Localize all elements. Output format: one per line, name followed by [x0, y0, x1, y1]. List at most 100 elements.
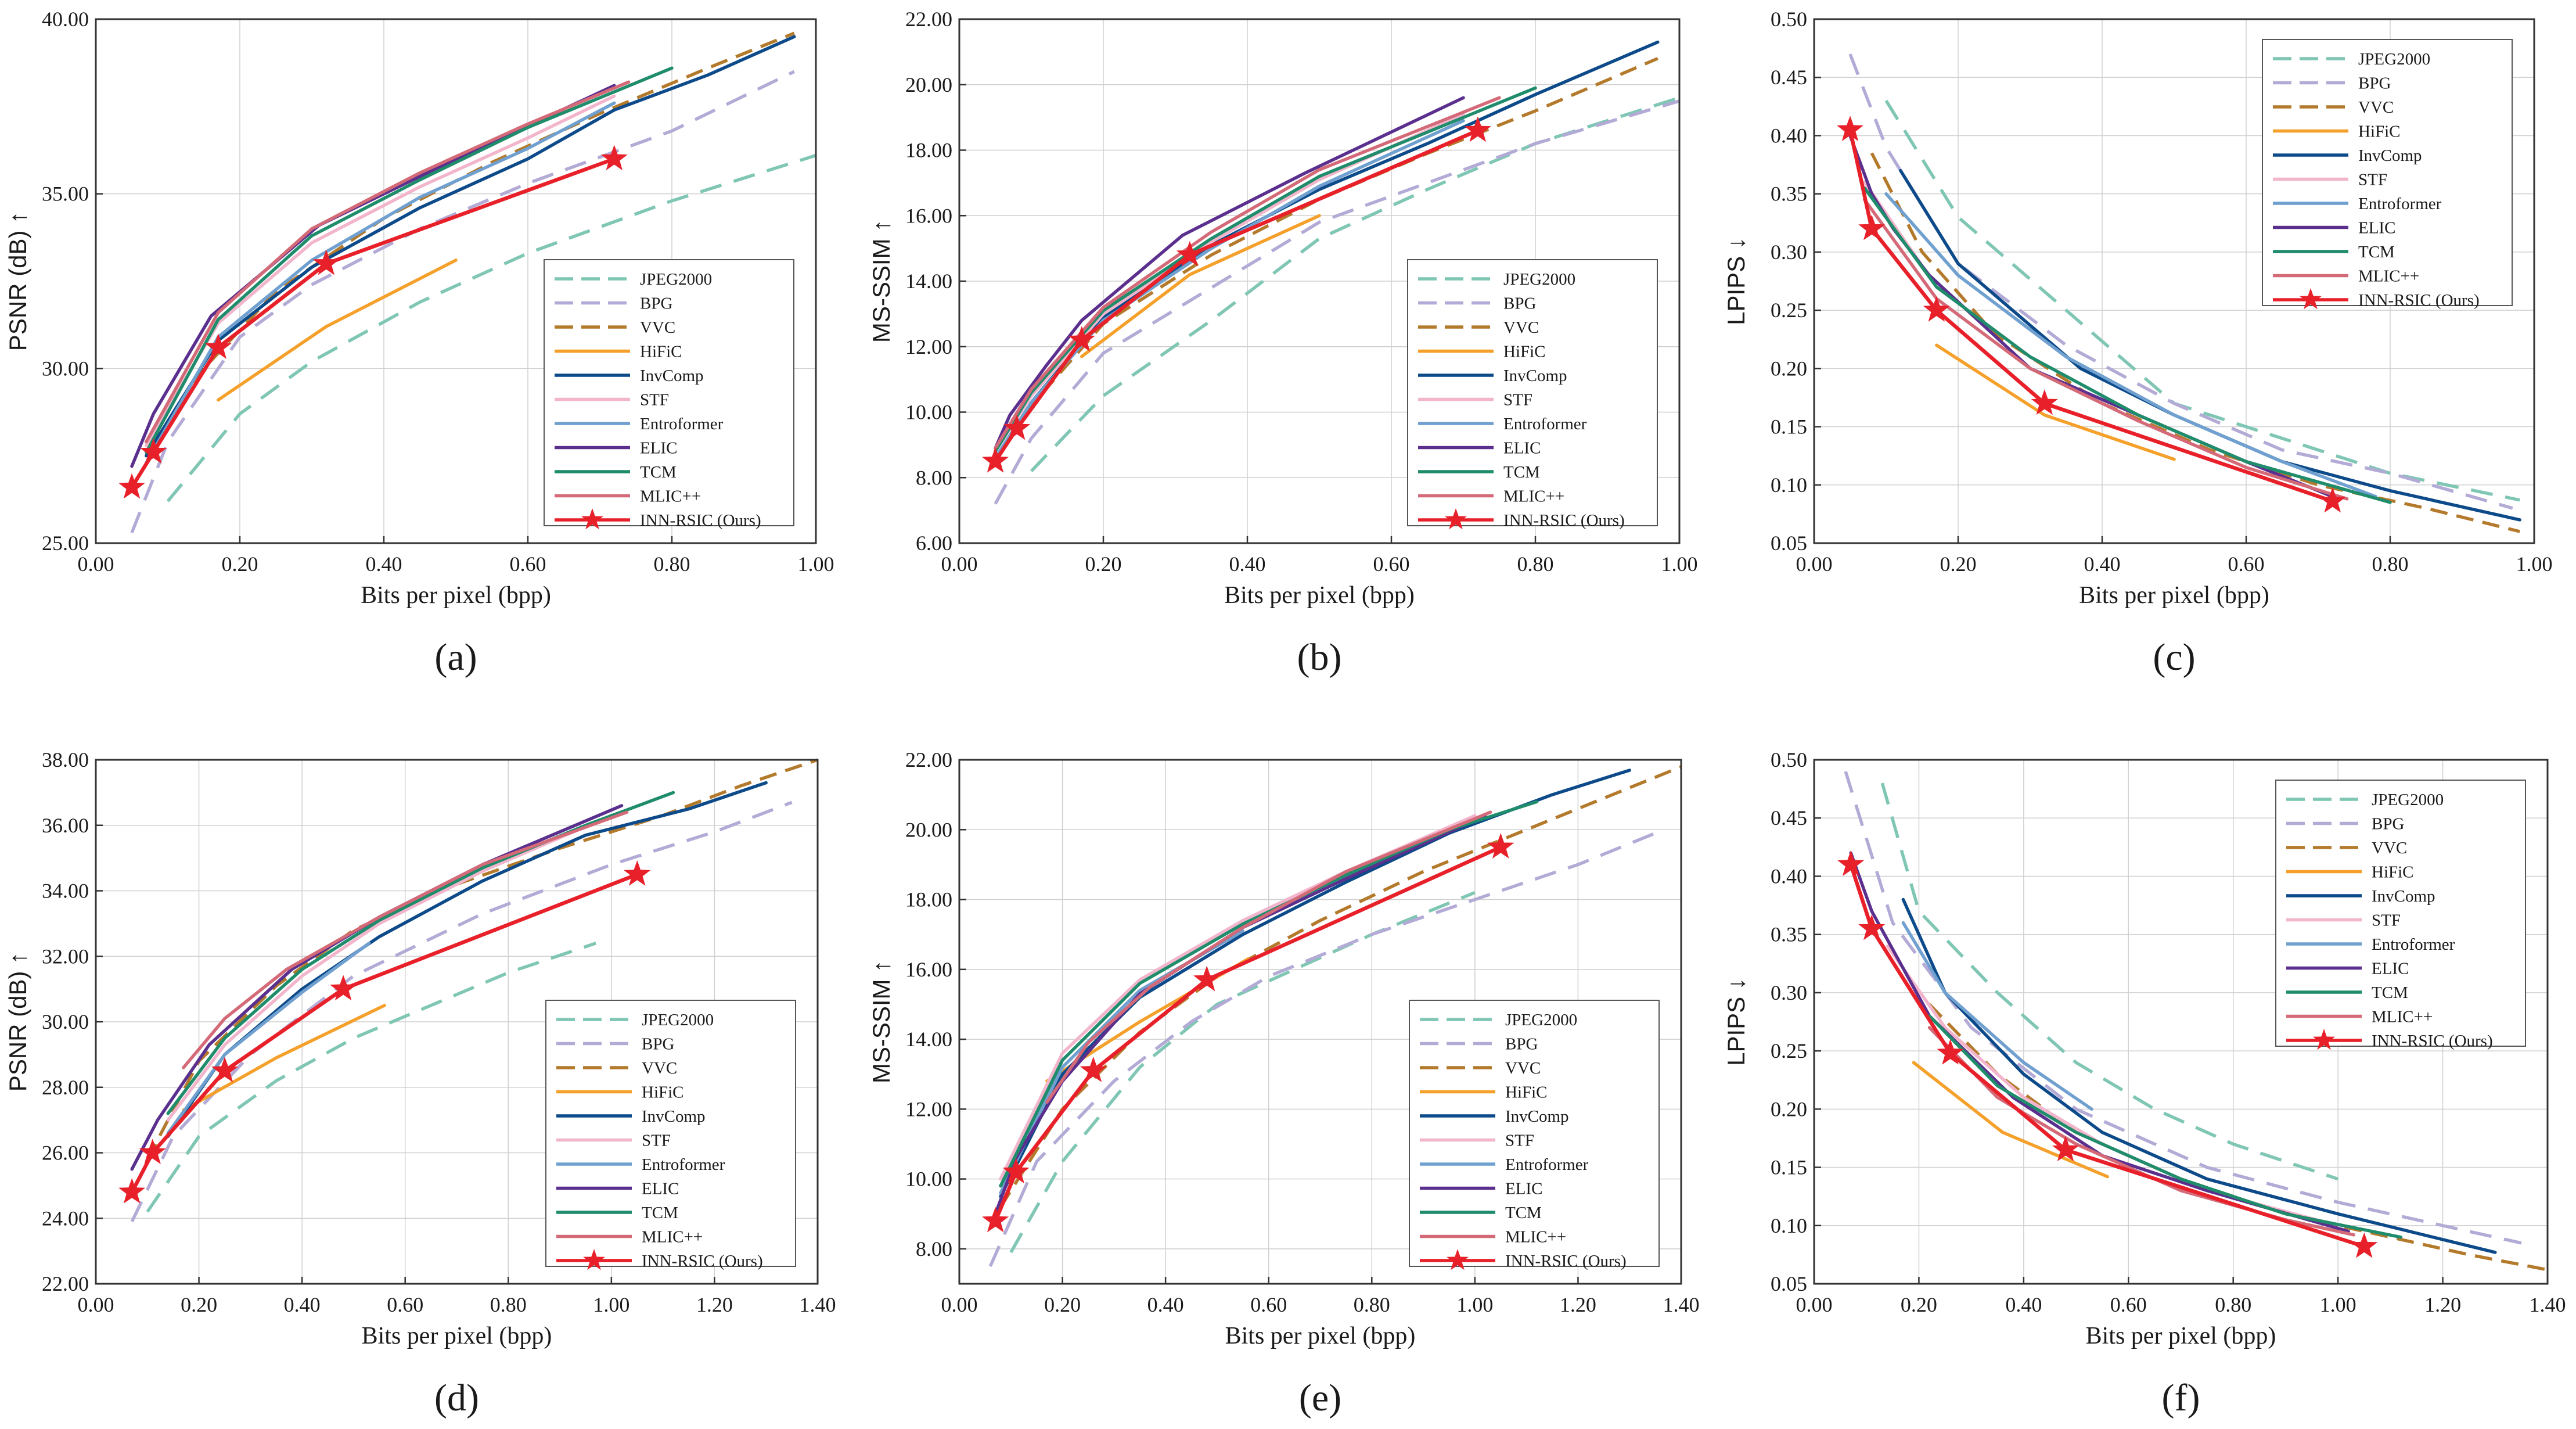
y-tick-label: 30.00 [42, 357, 89, 380]
legend-label: MLIC++ [642, 1228, 703, 1247]
legend-label: STF [1503, 391, 1532, 410]
series-line-mlic [1927, 1026, 2355, 1237]
series-line-tcm [994, 86, 1537, 453]
legend-label: INN-RSIC (Ours) [1505, 1252, 1627, 1270]
y-tick-label: 28.00 [42, 1076, 89, 1099]
y-tick-label: 0.10 [1771, 473, 1807, 497]
y-tick-label: 0.45 [1771, 806, 1807, 830]
x-tick-label: 0.80 [1517, 552, 1554, 576]
x-tick-label: 0.00 [78, 552, 114, 576]
legend-label: INN-RSIC (Ours) [642, 1252, 763, 1270]
data-point-star [139, 1139, 166, 1165]
series-line-bpg [1848, 53, 2513, 510]
y-tick-label: 20.00 [905, 73, 952, 96]
legend-label: BPG [1503, 295, 1536, 313]
x-tick-label: 0.80 [490, 1293, 527, 1316]
x-tick-label: 0.20 [222, 552, 258, 576]
y-tick-label: 20.00 [905, 818, 952, 841]
data-point-star [211, 1057, 239, 1083]
series-line-stf [166, 814, 613, 1122]
data-point-star [1464, 116, 1491, 142]
legend-label: STF [1505, 1132, 1534, 1150]
series-line-bpg [130, 800, 793, 1223]
series-line-jpeg2000 [1009, 891, 1476, 1254]
x-tick-label: 1.00 [593, 1293, 629, 1316]
series-line-entroformer [166, 941, 371, 1135]
data-point-star [1176, 240, 1203, 267]
legend-label: TCM [2372, 983, 2408, 1002]
legend-label: InvComp [642, 1107, 706, 1126]
series-line-hific [1080, 214, 1321, 358]
plot-frame [95, 18, 817, 544]
legend-label: TCM [1503, 463, 1540, 482]
legend-label: ELIC [1503, 439, 1541, 458]
x-axis-label: Bits per pixel (bpp) [2086, 1323, 2276, 1349]
legend-label: MLIC++ [640, 487, 701, 506]
x-tick-label: 0.40 [366, 552, 402, 576]
series-line-jpeg2000 [146, 942, 597, 1213]
panel-label: (b) [1297, 636, 1342, 678]
x-tick-label: 0.60 [510, 552, 546, 576]
x-tick-label: 0.80 [654, 552, 690, 576]
series-line-vvc [152, 31, 795, 454]
y-tick-label: 16.00 [905, 958, 952, 981]
x-tick-label: 0.00 [941, 1293, 978, 1316]
legend-star-icon [2300, 288, 2322, 310]
data-point-star [2052, 1136, 2079, 1162]
data-point-star [312, 249, 340, 275]
x-tick-label: 0.60 [1373, 552, 1410, 576]
series-line-bpg [988, 831, 1656, 1268]
y-tick-label: 0.25 [1771, 299, 1807, 322]
panel-label: (f) [2162, 1377, 2200, 1419]
legend-label: INN-RSIC (Ours) [640, 511, 761, 530]
legend-label: ELIC [640, 439, 677, 458]
y-tick-label: 0.40 [1771, 124, 1807, 147]
legend-label: Entroformer [1505, 1155, 1589, 1174]
legend: JPEG2000 BPG VVC HiFiC InvComp STF Entroformer… [1409, 1000, 1660, 1270]
legend-label: HiFiC [640, 343, 682, 361]
series-line-vvc [146, 758, 818, 1161]
y-axis-label: PSNR (dB) ↑ [4, 952, 31, 1092]
y-tick-label: 32.00 [42, 945, 89, 968]
series-line-mlic [994, 96, 1501, 450]
x-tick-label: 0.60 [1250, 1293, 1287, 1316]
legend-label: INN-RSIC (Ours) [2358, 291, 2480, 310]
series-line-entroformer [994, 119, 1465, 460]
legend-label: JPEG2000 [1505, 1011, 1577, 1029]
y-tick-label: 0.45 [1771, 66, 1807, 89]
data-point-star [1003, 414, 1031, 440]
series-line-stf [999, 814, 1477, 1181]
y-tick-label: 38.00 [42, 748, 89, 771]
x-tick-label: 1.20 [2424, 1293, 2461, 1316]
x-tick-label: 0.20 [1940, 552, 1977, 576]
y-tick-label: 0.40 [1771, 864, 1807, 888]
x-tick-label: 1.40 [800, 1293, 836, 1316]
y-tick-label: 24.00 [42, 1207, 89, 1230]
data-point-star [1858, 914, 1886, 940]
x-tick-label: 0.20 [1901, 1293, 1937, 1316]
series-line-jpeg2000 [1880, 782, 2338, 1181]
chart-panel: 0.00 0.20 0.40 0.60 0.80 1.00 1.20 1.40 0.05 0.10… [1722, 748, 2566, 1419]
legend-label: JPEG2000 [1503, 270, 1575, 289]
y-axis-label: LPIPS ↓ [1722, 978, 1750, 1066]
x-tick-label: 0.40 [284, 1293, 321, 1316]
series-line-tcm [166, 791, 675, 1115]
series-line-entroformer [1884, 192, 2377, 498]
legend-label: TCM [2358, 243, 2395, 261]
y-tick-label: 10.00 [905, 401, 952, 424]
x-tick-label: 0.00 [78, 1293, 114, 1316]
legend-label: BPG [2358, 74, 2391, 93]
series-line-mlic [145, 80, 631, 444]
x-tick-label: 1.40 [1663, 1293, 1700, 1316]
panel-label: (d) [434, 1377, 479, 1419]
x-tick-label: 0.00 [1796, 552, 1833, 576]
legend-label: VVC [1503, 318, 1539, 337]
legend-label: HiFiC [2358, 123, 2401, 141]
y-tick-label: 18.00 [905, 888, 952, 911]
y-tick-label: 0.20 [1771, 357, 1807, 380]
y-tick-label: 0.25 [1771, 1039, 1807, 1062]
x-tick-label: 1.20 [1560, 1293, 1596, 1316]
x-tick-label: 0.40 [2084, 552, 2121, 576]
legend-label: InvComp [2358, 146, 2422, 165]
legend-star-icon [1447, 1249, 1469, 1270]
